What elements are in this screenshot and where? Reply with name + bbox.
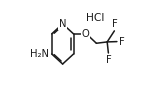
Text: O: O [82, 29, 89, 39]
Text: F: F [113, 19, 118, 29]
Text: H₂N: H₂N [30, 49, 49, 59]
Text: F: F [106, 55, 111, 65]
Text: HCl: HCl [86, 13, 104, 23]
Text: F: F [119, 37, 124, 47]
Text: N: N [59, 19, 66, 29]
